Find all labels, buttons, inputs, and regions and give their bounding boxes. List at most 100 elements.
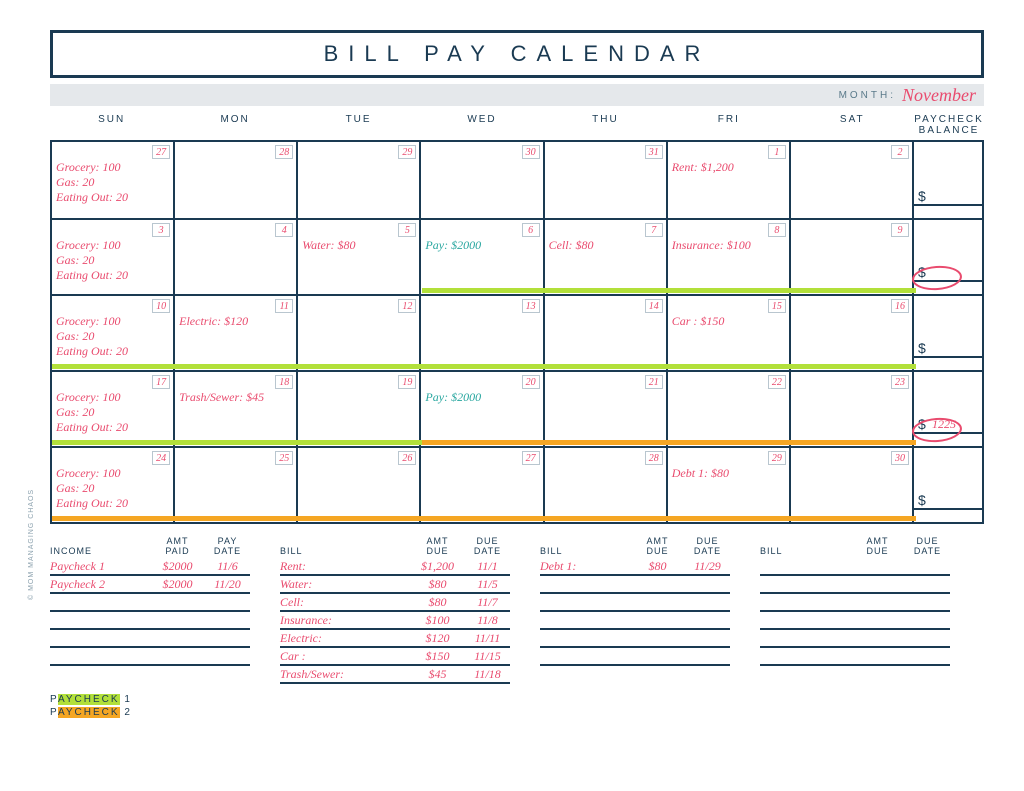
row-name: Electric: bbox=[280, 631, 410, 646]
day-number: 29 bbox=[398, 145, 416, 159]
cell-entries: Car : $150 bbox=[672, 314, 785, 329]
highlight-bar bbox=[52, 516, 916, 521]
table-row: Paycheck 1$200011/6 bbox=[50, 558, 250, 576]
title-box: BILL PAY CALENDAR bbox=[50, 30, 984, 78]
bill-table: BILLAMTDUEDUEDATE bbox=[760, 536, 950, 684]
table-row bbox=[50, 594, 250, 612]
row-amt: $80 bbox=[630, 559, 685, 574]
calendar-cell: 25 bbox=[175, 446, 298, 522]
day-number: 30 bbox=[891, 451, 909, 465]
row-name: Insurance: bbox=[280, 613, 410, 628]
cell-entries: Grocery: 100Gas: 20Eating Out: 20 bbox=[56, 466, 169, 511]
row-name: Paycheck 2 bbox=[50, 577, 150, 592]
row-name: Water: bbox=[280, 577, 410, 592]
dollar-sign: $ bbox=[918, 340, 926, 356]
calendar-cell: 15Car : $150 bbox=[668, 294, 791, 370]
cell-entries: Cell: $80 bbox=[549, 238, 662, 253]
entry: Eating Out: 20 bbox=[56, 190, 169, 205]
bill-table: BILLAMTDUEDUEDATEDebt 1:$8011/29 bbox=[540, 536, 730, 684]
entry: Rent: $1,200 bbox=[672, 160, 785, 175]
row-amt: $2000 bbox=[150, 577, 205, 592]
highlight-bar bbox=[422, 288, 916, 293]
day-number: 22 bbox=[768, 375, 786, 389]
calendar-cell: 13 bbox=[421, 294, 544, 370]
calendar-cell: 20Pay: $2000 bbox=[421, 370, 544, 446]
entry: Gas: 20 bbox=[56, 405, 169, 420]
day-number: 7 bbox=[645, 223, 663, 237]
entry: Gas: 20 bbox=[56, 329, 169, 344]
cell-entries: Grocery: 100Gas: 20Eating Out: 20 bbox=[56, 390, 169, 435]
calendar-cell: 9 bbox=[791, 218, 914, 294]
highlight-bar bbox=[422, 440, 916, 445]
day-number: 8 bbox=[768, 223, 786, 237]
day-number: 20 bbox=[522, 375, 540, 389]
cell-entries: Debt 1: $80 bbox=[672, 466, 785, 481]
calendar-cell: 30 bbox=[791, 446, 914, 522]
highlight-bar bbox=[52, 364, 916, 369]
row-amt: $2000 bbox=[150, 559, 205, 574]
row-amt: $100 bbox=[410, 613, 465, 628]
calendar-cell: 16 bbox=[791, 294, 914, 370]
table-row bbox=[50, 630, 250, 648]
calendar: SUNMONTUEWEDTHUFRISATPAYCHECKBALANCE 27G… bbox=[50, 110, 984, 524]
entry: Cell: $80 bbox=[549, 238, 662, 253]
day-number: 27 bbox=[152, 145, 170, 159]
entry: Gas: 20 bbox=[56, 481, 169, 496]
entry: Trash/Sewer: $45 bbox=[179, 390, 292, 405]
calendar-row: 27Grocery: 100Gas: 20Eating Out: 2028293… bbox=[52, 142, 984, 218]
table-row: Paycheck 2$200011/20 bbox=[50, 576, 250, 594]
entry: Grocery: 100 bbox=[56, 390, 169, 405]
day-number: 28 bbox=[645, 451, 663, 465]
calendar-row: 24Grocery: 100Gas: 20Eating Out: 20 25 26 2… bbox=[52, 446, 984, 522]
row-date: 11/18 bbox=[465, 667, 510, 682]
balance-cell: $ bbox=[914, 142, 984, 218]
day-number: 24 bbox=[152, 451, 170, 465]
day-number: 25 bbox=[275, 451, 293, 465]
table-row bbox=[760, 576, 950, 594]
day-number: 2 bbox=[891, 145, 909, 159]
entry: Eating Out: 20 bbox=[56, 496, 169, 511]
table-row bbox=[540, 594, 730, 612]
row-date: 11/8 bbox=[465, 613, 510, 628]
table-row: Cell:$8011/7 bbox=[280, 594, 510, 612]
day-number: 19 bbox=[398, 375, 416, 389]
calendar-cell: 4 bbox=[175, 218, 298, 294]
day-number: 18 bbox=[275, 375, 293, 389]
day-number: 13 bbox=[522, 299, 540, 313]
calendar-cell: 29Debt 1: $80 bbox=[668, 446, 791, 522]
table-row: Electric:$12011/11 bbox=[280, 630, 510, 648]
entry: Gas: 20 bbox=[56, 253, 169, 268]
cell-entries: Trash/Sewer: $45 bbox=[179, 390, 292, 405]
calendar-cell: 26 bbox=[298, 446, 421, 522]
day-number: 15 bbox=[768, 299, 786, 313]
calendar-row: 3Grocery: 100Gas: 20Eating Out: 2045Wate… bbox=[52, 218, 984, 294]
balance-cell: $ bbox=[914, 294, 984, 370]
page-title: BILL PAY CALENDAR bbox=[53, 41, 981, 67]
day-number: 17 bbox=[152, 375, 170, 389]
entry: Pay: $2000 bbox=[425, 390, 538, 405]
row-amt: $1,200 bbox=[410, 559, 465, 574]
day-number: 6 bbox=[522, 223, 540, 237]
table-row bbox=[50, 648, 250, 666]
calendar-body: 27Grocery: 100Gas: 20Eating Out: 2028293… bbox=[50, 140, 984, 524]
balance-cell: $ bbox=[914, 218, 984, 294]
row-date: 11/20 bbox=[205, 577, 250, 592]
day-number: 9 bbox=[891, 223, 909, 237]
row-amt: $150 bbox=[410, 649, 465, 664]
entry: Pay: $2000 bbox=[425, 238, 538, 253]
table-row bbox=[760, 630, 950, 648]
table-row bbox=[760, 612, 950, 630]
day-number: 27 bbox=[522, 451, 540, 465]
table-row bbox=[540, 630, 730, 648]
calendar-cell: 23 bbox=[791, 370, 914, 446]
cell-entries: Electric: $120 bbox=[179, 314, 292, 329]
table-header: BILLAMTDUEDUEDATE bbox=[540, 536, 730, 558]
table-row bbox=[540, 612, 730, 630]
table-row bbox=[50, 612, 250, 630]
row-date: 11/11 bbox=[465, 631, 510, 646]
day-number: 12 bbox=[398, 299, 416, 313]
entry: Grocery: 100 bbox=[56, 466, 169, 481]
row-name: Debt 1: bbox=[540, 559, 630, 574]
row-amt: $120 bbox=[410, 631, 465, 646]
entry: Grocery: 100 bbox=[56, 160, 169, 175]
